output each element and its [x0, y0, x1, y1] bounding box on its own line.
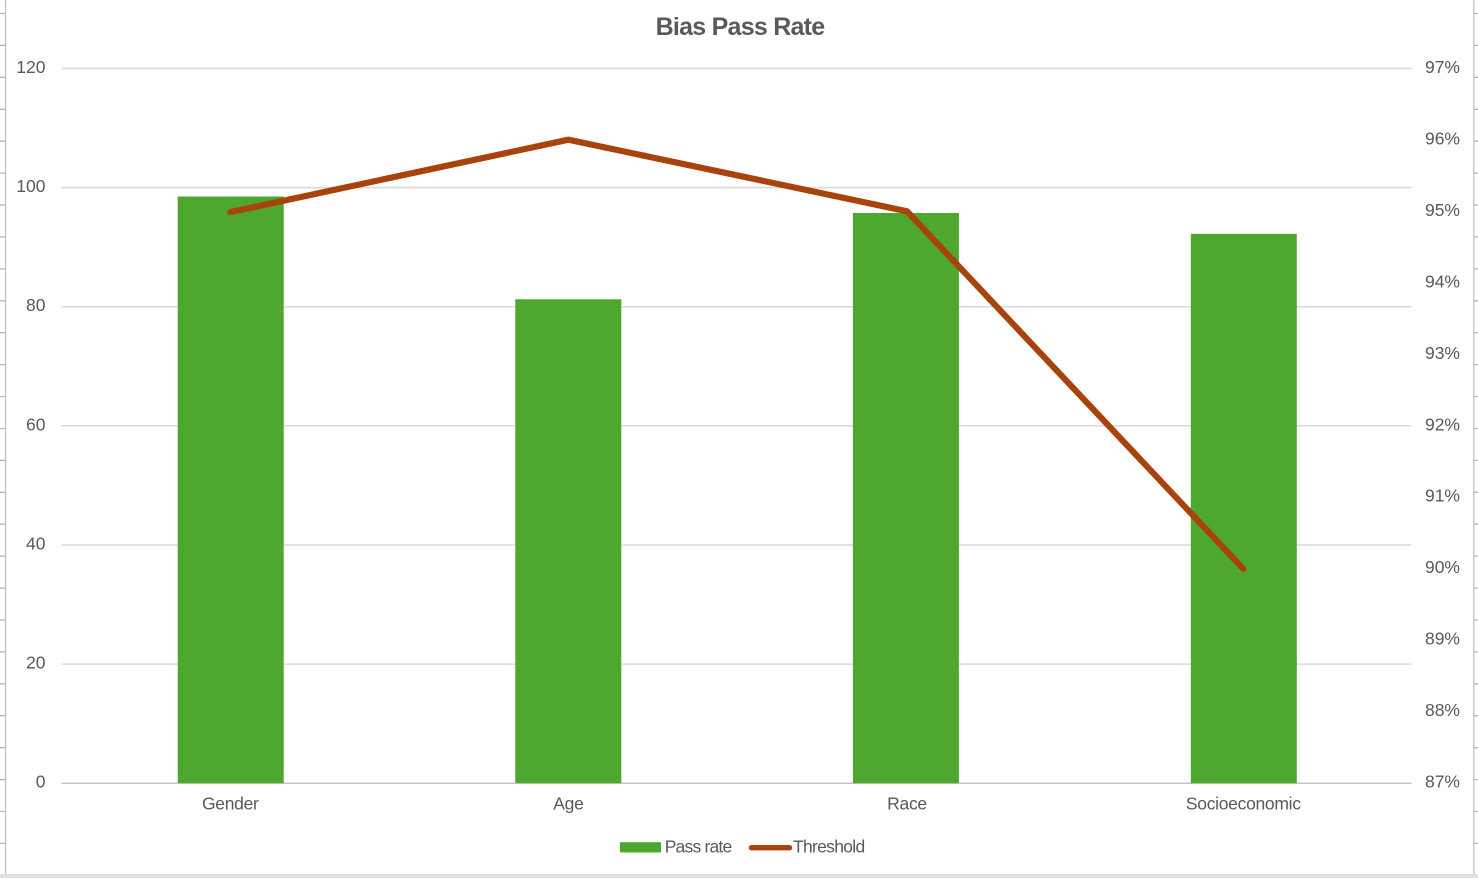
svg-text:Age: Age	[553, 794, 583, 814]
svg-text:0: 0	[36, 772, 46, 792]
svg-text:Bias Pass Rate: Bias Pass Rate	[656, 13, 826, 41]
svg-text:Threshold: Threshold	[793, 837, 865, 857]
svg-text:88%: 88%	[1425, 700, 1460, 720]
svg-text:96%: 96%	[1425, 129, 1460, 149]
svg-text:40: 40	[26, 534, 46, 554]
svg-text:97%: 97%	[1425, 57, 1460, 77]
svg-text:87%: 87%	[1425, 772, 1460, 792]
svg-text:Race: Race	[887, 794, 927, 814]
svg-text:92%: 92%	[1425, 414, 1460, 434]
svg-text:93%: 93%	[1425, 343, 1460, 363]
svg-text:60: 60	[26, 414, 46, 434]
svg-text:95%: 95%	[1425, 200, 1460, 220]
svg-text:100: 100	[16, 176, 45, 196]
svg-text:Socioeconomic: Socioeconomic	[1186, 794, 1301, 814]
svg-text:89%: 89%	[1425, 629, 1460, 649]
svg-text:20: 20	[26, 653, 46, 673]
svg-text:Gender: Gender	[202, 794, 259, 814]
svg-text:Pass rate: Pass rate	[665, 837, 732, 857]
svg-text:120: 120	[16, 57, 45, 77]
svg-text:80: 80	[26, 295, 46, 315]
svg-text:90%: 90%	[1425, 557, 1460, 577]
svg-text:94%: 94%	[1425, 271, 1460, 291]
svg-text:91%: 91%	[1425, 486, 1460, 506]
